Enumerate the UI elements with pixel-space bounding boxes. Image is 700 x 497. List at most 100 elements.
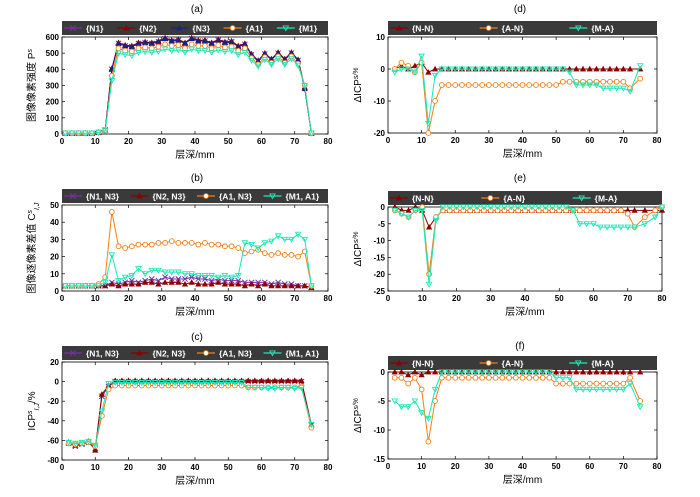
point-a-3-16 xyxy=(168,43,175,49)
point-b-0-17 xyxy=(175,276,182,282)
y-tick-label-e-2: -15 xyxy=(373,253,385,262)
series-line-e-2 xyxy=(394,206,663,285)
point-f-2-26 xyxy=(566,375,573,382)
x-tick-label-c-8: 80 xyxy=(324,463,333,472)
y-tick-label-b-1: 10 xyxy=(50,270,59,279)
y-tick-label-a-1: 100 xyxy=(46,114,60,123)
y-tick-label-e-1: -20 xyxy=(373,270,385,279)
y-tick-label-b-3: 30 xyxy=(50,235,59,244)
point-b-2-10 xyxy=(128,243,135,250)
legend-entry-f-2: {M-A} xyxy=(591,359,614,369)
point-d-0-33 xyxy=(613,65,620,72)
y-tick-label-e-5: 0 xyxy=(381,203,386,212)
legend-marker-a-3 xyxy=(229,25,236,31)
point-b-3-2 xyxy=(75,283,82,290)
legend-e xyxy=(388,191,662,205)
point-f-1-35 xyxy=(627,374,633,381)
point-f-1-14 xyxy=(486,374,492,381)
point-f-1-19 xyxy=(519,374,526,381)
point-d-2-7 xyxy=(438,66,446,73)
x-tick-label-d-3: 30 xyxy=(484,136,493,145)
point-d-2-34 xyxy=(620,85,627,92)
point-d-1-6 xyxy=(432,98,438,104)
point-f-1-17 xyxy=(506,374,512,381)
point-f-0-1 xyxy=(398,368,405,375)
point-d-1-32 xyxy=(607,78,613,85)
legend-entry-c-1: {N2, N3} xyxy=(153,349,187,359)
point-a-4-11 xyxy=(135,49,142,56)
y-axis-label-e: ΔICPs/% xyxy=(353,231,365,266)
point-f-2-34 xyxy=(620,386,627,393)
point-f-0-31 xyxy=(600,368,607,375)
y-tick-label-a-2: 200 xyxy=(46,98,60,107)
point-f-1-22 xyxy=(539,374,546,381)
point-a-4-20 xyxy=(194,48,202,55)
point-c-3-8 xyxy=(118,380,126,387)
x-tick-label-d-0: 0 xyxy=(386,136,391,145)
point-d-2-0 xyxy=(391,69,399,76)
x-tick-label-d-4: 40 xyxy=(518,136,527,145)
point-b-1-32 xyxy=(275,282,282,289)
point-a-4-22 xyxy=(208,49,215,56)
point-d-0-31 xyxy=(600,65,607,72)
point-e-2-19 xyxy=(521,204,529,211)
x-axis-label-b: 层深/mm xyxy=(175,306,214,318)
x-tick-label-f-0: 0 xyxy=(386,462,391,471)
point-e-2-32 xyxy=(610,224,618,231)
point-a-4-12 xyxy=(141,49,149,56)
point-a-2-15 xyxy=(161,35,169,41)
point-c-3-3 xyxy=(85,438,92,445)
point-b-2-13 xyxy=(148,241,155,248)
point-f-2-0 xyxy=(391,398,399,405)
x-tick-label-d-6: 60 xyxy=(585,136,594,145)
x-axis-label-a: 层深/mm xyxy=(175,149,214,161)
point-f-0-6 xyxy=(431,368,439,375)
point-f-2-12 xyxy=(472,369,479,376)
point-a-4-27 xyxy=(241,49,249,56)
legend-marker-b-0 xyxy=(70,193,76,199)
point-e-1-37 xyxy=(652,207,659,214)
x-tick-label-d-5: 50 xyxy=(552,136,561,145)
point-f-1-11 xyxy=(465,374,472,381)
point-f-1-31 xyxy=(600,380,607,387)
point-d-2-5 xyxy=(424,120,432,127)
point-b-2-7 xyxy=(109,209,115,215)
point-f-1-10 xyxy=(459,374,465,381)
point-e-2-21 xyxy=(535,204,543,211)
point-f-2-17 xyxy=(505,369,513,376)
legend-marker-a-0 xyxy=(70,25,76,31)
point-f-0-34 xyxy=(620,368,627,375)
point-e-2-31 xyxy=(603,224,611,231)
panel-label-b: (b) xyxy=(191,173,203,184)
point-f-0-33 xyxy=(613,368,620,375)
point-f-2-7 xyxy=(438,369,446,376)
point-c-1-32 xyxy=(278,377,285,383)
point-e-2-8 xyxy=(446,204,454,211)
x-tick-label-f-4: 40 xyxy=(518,462,527,471)
legend-entry-a-0: {N1} xyxy=(86,24,104,34)
point-f-1-0 xyxy=(391,374,398,381)
point-f-2-13 xyxy=(478,369,486,376)
point-c-1-31 xyxy=(271,377,278,383)
point-f-2-30 xyxy=(593,386,600,393)
legend-entry-f-0: {N-N} xyxy=(412,359,434,369)
x-tick-label-a-6: 60 xyxy=(257,137,266,146)
legend-entry-b-0: {N1, N3} xyxy=(86,192,120,202)
point-f-2-10 xyxy=(458,369,466,376)
series-line-d-2 xyxy=(394,56,641,124)
point-d-0-6 xyxy=(431,65,439,72)
point-d-0-27 xyxy=(573,65,580,72)
point-e-1-36 xyxy=(642,214,648,220)
x-tick-label-a-2: 20 xyxy=(124,137,133,146)
point-a-4-26 xyxy=(234,52,242,59)
legend-marker-d-2 xyxy=(574,25,582,32)
point-f-2-4 xyxy=(418,410,425,417)
x-tick-label-f-2: 20 xyxy=(451,462,460,471)
point-c-1-35 xyxy=(298,377,305,383)
point-e-2-37 xyxy=(651,214,659,221)
legend-marker-f-0 xyxy=(395,359,403,366)
point-e-0-35 xyxy=(631,207,638,213)
point-b-2-21 xyxy=(202,239,208,246)
point-d-0-35 xyxy=(626,65,634,72)
point-b-1-9 xyxy=(122,280,129,287)
